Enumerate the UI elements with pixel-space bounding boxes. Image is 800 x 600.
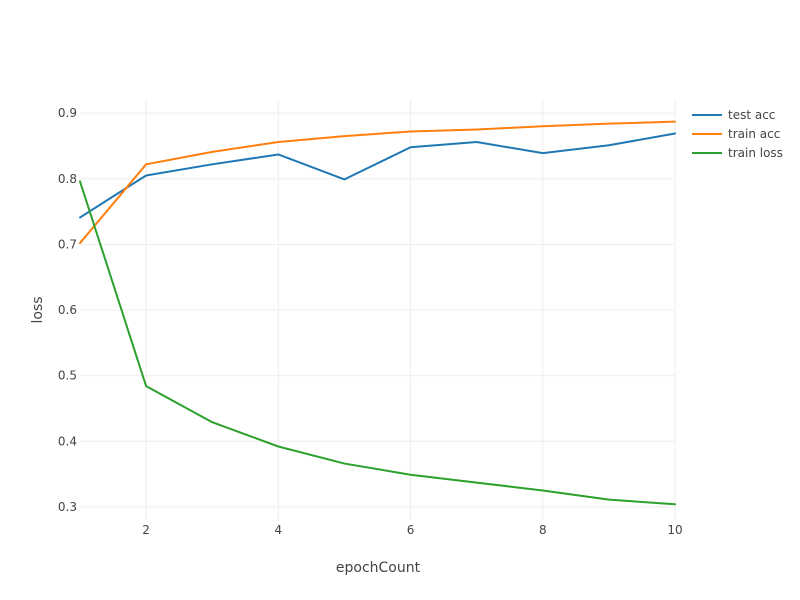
legend: test acc train acc train loss bbox=[692, 108, 783, 160]
y-tick-label: 0.9 bbox=[58, 106, 77, 120]
x-tick-labels: 2 4 6 8 10 bbox=[142, 523, 682, 537]
legend-label: train loss bbox=[728, 146, 783, 160]
series-line-train-loss bbox=[79, 180, 676, 506]
grid-lines bbox=[80, 100, 676, 520]
x-tick-label: 4 bbox=[275, 523, 283, 537]
y-tick-label: 0.3 bbox=[58, 500, 77, 514]
legend-label: train acc bbox=[728, 127, 780, 141]
y-tick-label: 0.5 bbox=[58, 369, 77, 383]
legend-item[interactable]: train loss bbox=[692, 146, 783, 160]
series-line-test-acc bbox=[79, 132, 676, 219]
x-tick-label: 6 bbox=[407, 523, 415, 537]
y-tick-label: 0.7 bbox=[58, 237, 77, 251]
y-axis-title: loss bbox=[30, 296, 46, 323]
y-tick-label: 0.4 bbox=[58, 434, 77, 448]
legend-item[interactable]: test acc bbox=[692, 108, 775, 122]
series-line-train-acc bbox=[79, 120, 676, 245]
x-tick-label: 10 bbox=[667, 523, 682, 537]
x-tick-label: 8 bbox=[539, 523, 547, 537]
y-tick-label: 0.8 bbox=[58, 172, 77, 186]
legend-label: test acc bbox=[728, 108, 775, 122]
x-axis-title: epochCount bbox=[336, 560, 421, 576]
series-lines bbox=[79, 120, 676, 506]
x-tick-label: 2 bbox=[142, 523, 150, 537]
y-tick-label: 0.6 bbox=[58, 303, 77, 317]
y-tick-labels: 0.3 0.4 0.5 0.6 0.7 0.8 0.9 bbox=[58, 106, 77, 514]
legend-item[interactable]: train acc bbox=[692, 127, 780, 141]
